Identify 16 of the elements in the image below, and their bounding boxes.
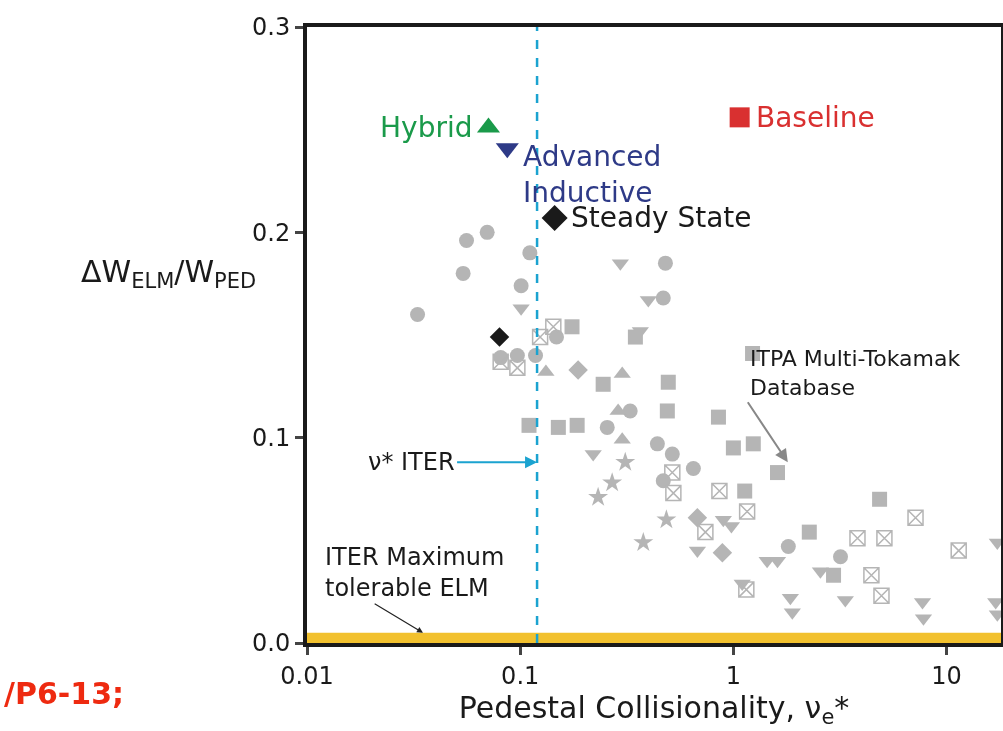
x-tick-label: 1 <box>725 661 742 690</box>
series-label: Baseline <box>756 101 875 134</box>
annotation: ITPA Multi-Tokamak Database <box>750 346 961 400</box>
y-tick-label: 0.3 <box>252 13 291 42</box>
x-tick-label: 10 <box>931 661 962 690</box>
y-tick-label: 0.2 <box>252 218 291 247</box>
text: /P6-13; <box>4 676 125 711</box>
x-tick-label: 0.01 <box>280 661 334 690</box>
band-label: ITER Maximum tolerable ELM <box>325 543 505 603</box>
y-tick-label: 0.1 <box>252 424 291 453</box>
x-axis-title: Pedestal Collisionality, ν$_{e}$* <box>458 689 850 730</box>
series-label: Hybrid <box>380 111 473 144</box>
ref-line-label: ν* ITER <box>368 448 455 476</box>
y-tick-label: 0.0 <box>252 629 291 658</box>
x-tick-label: 0.1 <box>501 661 540 690</box>
y-axis-title: ΔW$_{ELM}$/W$_{PED}$ <box>81 254 257 294</box>
